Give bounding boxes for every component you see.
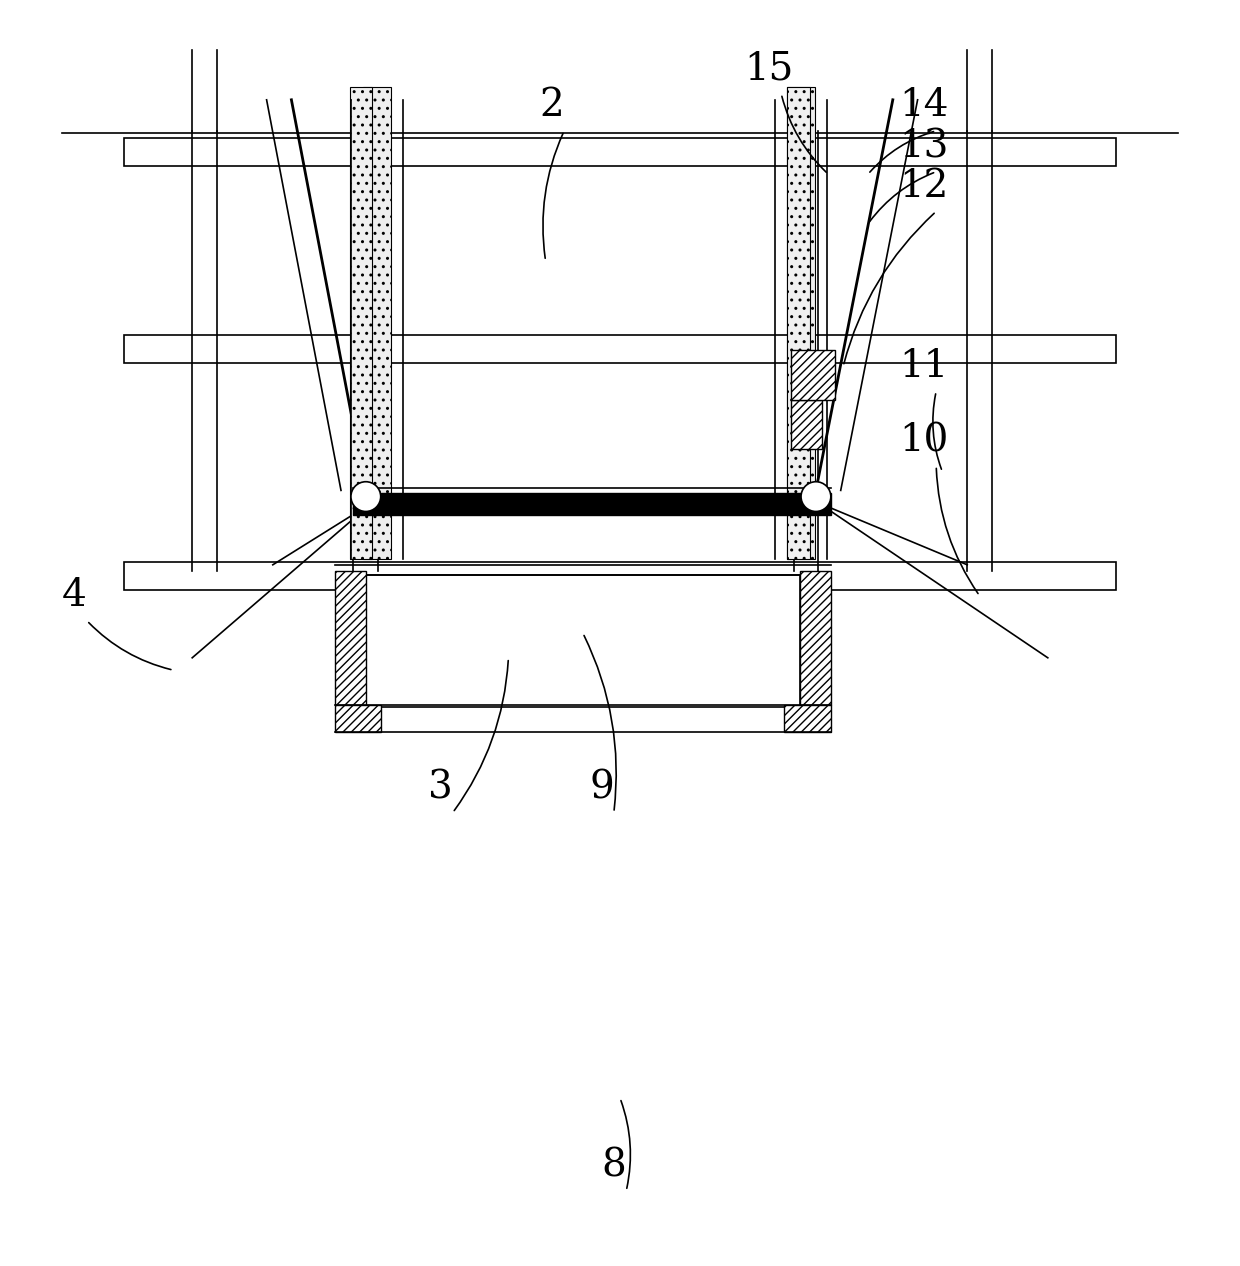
Bar <box>363 87 391 558</box>
Bar <box>353 492 831 515</box>
Text: 13: 13 <box>899 128 949 166</box>
Text: 4: 4 <box>62 577 87 614</box>
Text: 9: 9 <box>589 770 614 806</box>
Bar <box>124 138 1116 166</box>
Text: 15: 15 <box>744 51 794 87</box>
Bar <box>800 571 831 705</box>
Bar <box>335 705 382 732</box>
Bar <box>785 705 831 732</box>
Text: 10: 10 <box>899 423 949 460</box>
Bar <box>124 562 1116 590</box>
Bar <box>791 400 822 449</box>
Text: 12: 12 <box>899 168 949 205</box>
Text: 3: 3 <box>428 770 453 806</box>
Text: 8: 8 <box>601 1148 626 1185</box>
Bar <box>366 575 800 708</box>
Bar <box>787 87 810 558</box>
Bar <box>791 351 835 400</box>
Bar <box>787 87 815 558</box>
Text: 11: 11 <box>899 348 949 385</box>
Bar <box>350 87 372 558</box>
Bar <box>335 571 366 705</box>
Text: 2: 2 <box>539 87 564 124</box>
Circle shape <box>351 482 381 511</box>
Bar <box>124 335 1116 362</box>
Circle shape <box>801 482 831 511</box>
Text: 14: 14 <box>899 87 949 124</box>
